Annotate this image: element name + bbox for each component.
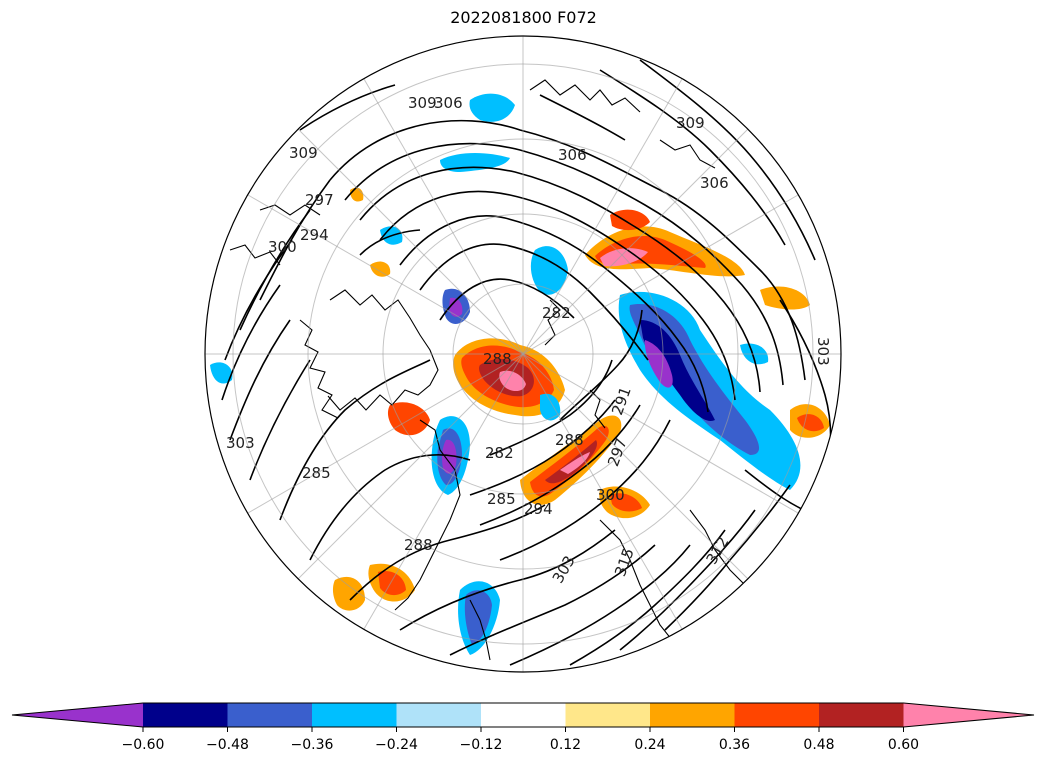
map-boundary — [204, 35, 842, 673]
colorbar-swatch — [312, 703, 397, 727]
colorbar-swatch — [734, 703, 820, 727]
colorbar-tick-label: 0.48 — [803, 737, 834, 753]
contour-label: 285 — [487, 490, 516, 508]
contour-labels: 309 306 309 306 309 303 297 300 294 282 … — [226, 94, 832, 586]
colorbar-swatch — [819, 703, 904, 727]
colorbar-tick-label: −0.60 — [122, 737, 165, 753]
contour-label: 306 — [434, 94, 463, 112]
contour-label: 294 — [524, 500, 553, 518]
colorbar-tick-label: −0.36 — [291, 737, 334, 753]
contour-label: 309 — [676, 114, 705, 132]
contour-label: 294 — [300, 226, 329, 244]
contour-label: 306 — [700, 174, 729, 192]
contour-label: 306 — [558, 146, 587, 164]
colorbar: −0.60 −0.48 −0.36 −0.24 −0.12 0.12 0.24 0.36 0.4… — [11, 702, 1035, 753]
colorbar-swatch — [565, 703, 651, 727]
colorbar-swatch — [143, 703, 228, 727]
polar-stereographic-map: 309 306 309 306 309 303 297 300 294 282 … — [204, 35, 842, 673]
colorbar-extend-min — [12, 703, 143, 727]
colorbar-ticks: −0.60 −0.48 −0.36 −0.24 −0.12 0.12 0.24 0.36 0.4… — [122, 727, 919, 753]
colorbar-extend-max — [903, 703, 1034, 727]
colorbar-swatch — [650, 703, 735, 727]
height-contours — [221, 59, 832, 666]
colorbar-tick-label: 0.12 — [550, 737, 581, 753]
colorbar-swatch — [396, 703, 482, 727]
colorbar-tick-label: −0.24 — [375, 737, 418, 753]
colorbar-swatch — [227, 703, 313, 727]
contour-label: 303 — [226, 434, 255, 452]
colorbar-swatches — [11, 702, 1035, 728]
map-disk: 309 306 309 306 309 303 297 300 294 282 … — [205, 36, 841, 672]
contour-label: 309 — [408, 94, 437, 112]
colorbar-swatch — [481, 703, 566, 727]
contour-label: 303 — [814, 337, 832, 366]
colorbar-tick-label: 0.36 — [719, 737, 750, 753]
colorbar-tick-label: 0.24 — [634, 737, 665, 753]
contour-label: 309 — [289, 144, 318, 162]
contour-label: 288 — [483, 350, 512, 368]
contour-label: 297 — [305, 191, 334, 209]
coastlines — [229, 79, 746, 661]
map-title: 2022081800 F072 — [450, 8, 597, 27]
contour-label: 288 — [404, 536, 433, 554]
contour-label: 288 — [555, 431, 584, 449]
colorbar-tick-label: −0.12 — [460, 737, 503, 753]
contour-label: 300 — [268, 238, 297, 256]
contour-label: 282 — [485, 444, 514, 462]
colorbar-tick-label: 0.60 — [888, 737, 919, 753]
graticule — [205, 36, 841, 672]
contour-label: 282 — [542, 304, 571, 322]
contour-label: 285 — [302, 464, 331, 482]
colorbar-tick-label: −0.48 — [206, 737, 249, 753]
contour-label: 300 — [596, 486, 625, 504]
